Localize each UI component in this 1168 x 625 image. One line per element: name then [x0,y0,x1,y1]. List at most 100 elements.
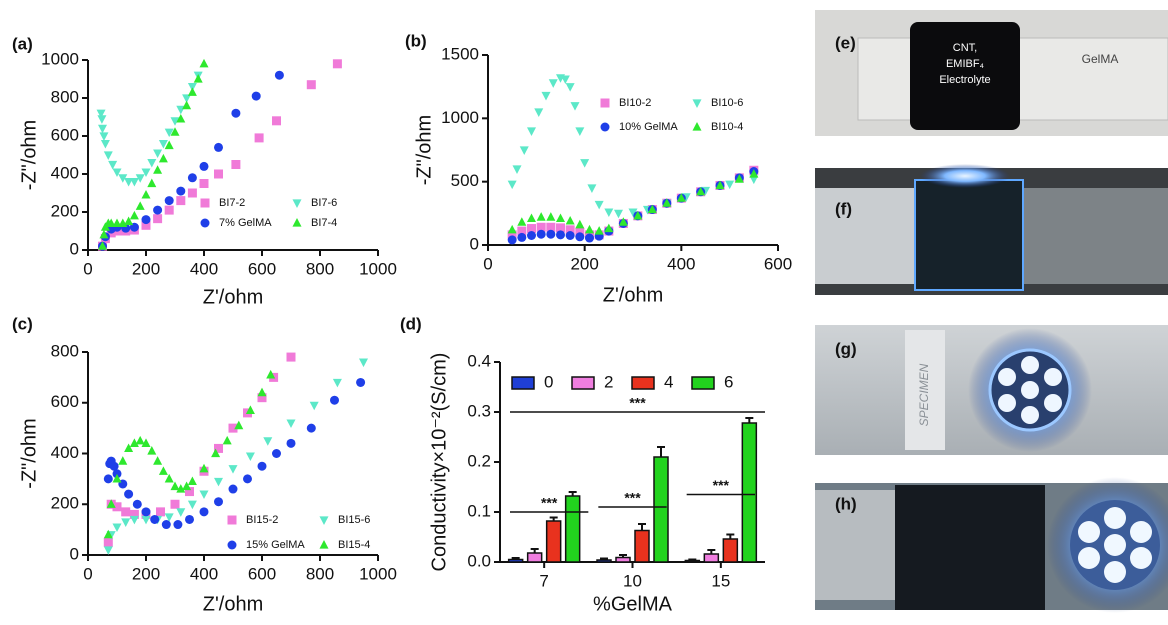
data-point [187,87,197,96]
data-point [228,423,238,433]
legend-swatch [631,376,655,390]
data-point [306,423,316,433]
legend-label: 0 [544,372,553,391]
annotation: *** [541,495,558,511]
bar [564,495,581,563]
data-point [546,222,556,232]
data-point [534,108,544,117]
legend-swatch [692,99,702,108]
data-point [604,208,614,218]
bar [653,456,669,563]
data-point [199,179,209,188]
data-point [129,178,139,187]
data-point [359,358,368,368]
data-point [546,212,556,221]
legend-swatch [319,516,329,525]
y-tick-label: 0.1 [467,501,491,520]
data-point [575,127,585,136]
legend-label: BI15-6 [338,514,370,526]
annotation: *** [713,477,730,493]
data-point [749,169,759,178]
data-point [556,223,565,233]
annotation: *** [629,395,646,411]
data-point [170,499,180,509]
data-point [548,79,558,88]
data-point [147,178,157,188]
legend-label: BI15-2 [246,514,278,526]
legend-swatch [692,122,702,131]
data-point [112,473,122,483]
y-tick-label: 0.3 [467,401,491,420]
data-point [176,484,186,493]
data-point [245,452,255,461]
data-point [185,514,194,524]
data-point [309,401,319,411]
data-point [541,91,551,101]
data-point [257,461,267,471]
data-point [112,502,122,512]
x-tick-label: 200 [570,254,598,273]
error-bar [600,557,608,560]
data-point [141,168,151,178]
data-point [98,241,107,250]
data-point [135,435,145,445]
data-point [161,520,171,530]
data-point [519,146,529,155]
y-tick-label: 0.4 [467,351,491,370]
data-point [199,463,209,473]
data-point [245,405,255,414]
data-point [98,124,107,134]
data-point [594,200,604,210]
bar [545,520,562,563]
data-point [231,160,241,169]
photo-text: Electrolyte [939,74,990,86]
x-axis-label: Z'/ohm [603,284,664,306]
photo-text: EMIBF₄ [946,58,985,70]
data-point [214,443,223,453]
data-point [185,487,194,497]
legend-swatch [319,540,329,549]
data-point [587,184,597,193]
legend-label: BI10-2 [619,97,651,109]
data-point [103,546,113,555]
x-tick-label: 0 [83,259,92,278]
annotation: *** [624,490,641,506]
data-point [575,232,585,242]
data-point [164,128,174,138]
data-point [147,159,157,168]
data-point [170,481,180,491]
data-point [575,219,585,229]
legend-swatch [600,122,610,132]
data-point [99,132,109,141]
data-point [527,127,536,136]
data-point [156,507,165,517]
x-tick-label: 400 [667,254,695,273]
chart-label: (b) [405,31,427,50]
data-point [356,377,366,387]
data-point [153,149,163,159]
data-point [121,518,131,527]
bar [615,556,631,563]
data-point [507,230,517,240]
data-point [546,229,556,239]
data-point [560,75,570,85]
legend-label: BI7-4 [311,217,337,229]
data-point [135,174,145,183]
data-point [507,235,517,245]
x-tick-label: 600 [248,564,276,583]
data-point [585,233,594,243]
data-point [118,174,128,183]
x-tick-label: 0 [483,254,492,273]
y-tick-label: 0 [70,544,79,563]
data-point [286,419,296,428]
data-point [124,443,134,453]
data-point [330,395,339,405]
data-point [97,115,107,124]
chart-label: (c) [12,314,33,333]
data-point [199,58,209,68]
data-point [158,466,168,475]
bar [526,552,543,563]
y-tick-label: 600 [51,392,79,411]
data-point [565,225,575,235]
photo-text: SPECIMEN [917,363,931,426]
